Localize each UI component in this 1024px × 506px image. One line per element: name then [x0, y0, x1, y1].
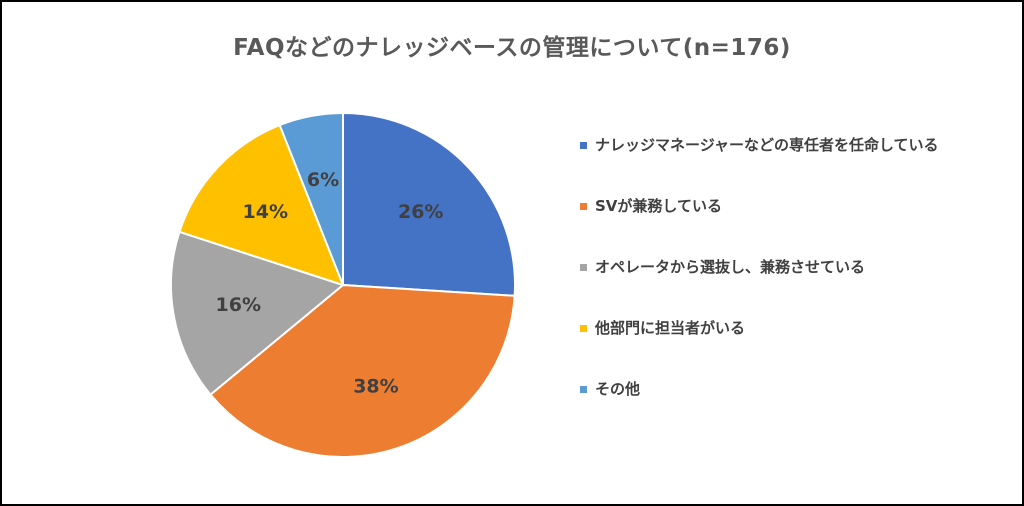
legend-label-4: その他	[595, 380, 641, 398]
pie-slice-1	[209, 283, 516, 458]
pie-data-label-4: 6%	[307, 169, 339, 191]
chart-title: FAQなどのナレッジベースの管理について(n=176)	[233, 35, 791, 61]
pie-data-label-1: 38%	[353, 375, 398, 397]
pie-slice-2	[170, 230, 346, 397]
legend-label-1: SVが兼務している	[595, 197, 722, 215]
legend-label-3: 他部門に担当者がいる	[595, 319, 746, 337]
legend-swatch-4	[580, 386, 587, 393]
legend-swatch-0	[580, 142, 587, 149]
pie-slice-0	[342, 111, 516, 297]
pie-data-label-2: 16%	[216, 294, 261, 316]
pie-slice-4	[278, 111, 344, 286]
legend-label-2: オペレータから選抜し、兼務させている	[595, 258, 866, 276]
pie-data-label-0: 26%	[398, 201, 443, 223]
legend-swatch-2	[580, 264, 587, 271]
pie-slice-3	[178, 123, 345, 287]
pie-data-label-3: 14%	[243, 201, 288, 223]
legend-swatch-1	[580, 203, 587, 210]
legend-label-0: ナレッジマネージャーなどの専任者を任命している	[595, 136, 939, 154]
legend-swatch-3	[580, 325, 587, 332]
